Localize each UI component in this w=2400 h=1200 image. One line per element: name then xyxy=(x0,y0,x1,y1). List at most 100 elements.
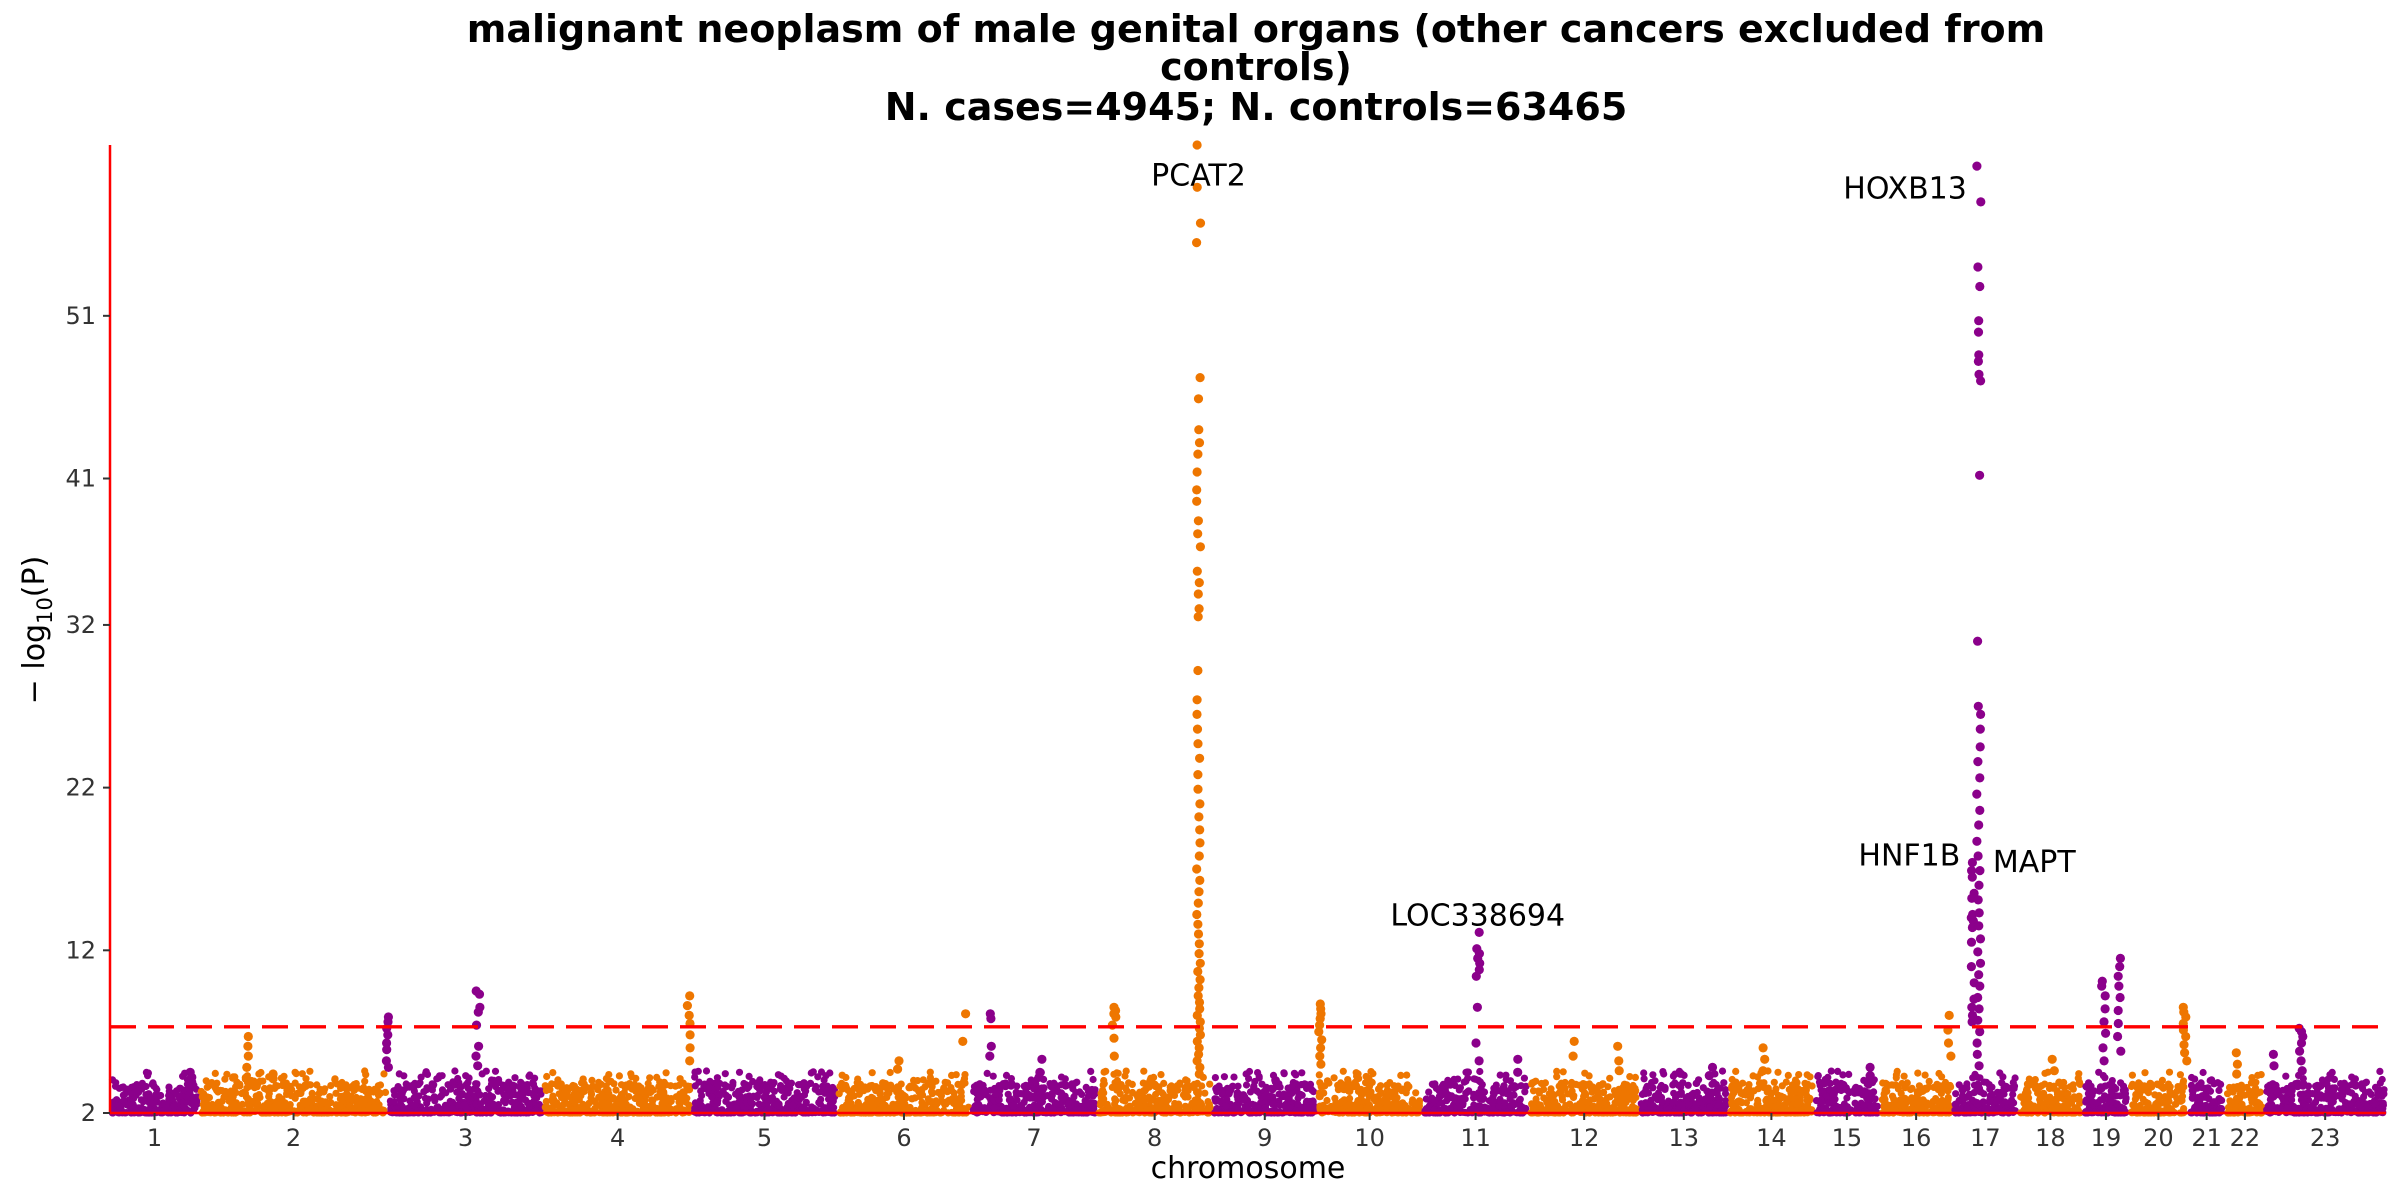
snp-point xyxy=(308,1089,316,1097)
snp-point xyxy=(879,1083,887,1091)
snp-point xyxy=(517,1078,525,1086)
snp-point xyxy=(1714,1101,1723,1109)
snp-point xyxy=(1253,1087,1261,1095)
snp-point xyxy=(1795,1071,1803,1079)
chromosome-4-points xyxy=(541,1069,694,1117)
snp-point xyxy=(1383,1081,1391,1089)
snp-point xyxy=(138,1085,146,1093)
snp-point xyxy=(191,1100,199,1109)
snp-point xyxy=(942,1100,950,1108)
snp-point xyxy=(756,1076,764,1084)
snp-point xyxy=(230,1102,238,1110)
snp-point xyxy=(677,1095,685,1103)
snp-point xyxy=(1303,1081,1311,1089)
snp-point xyxy=(1142,1095,1150,1103)
snp-point xyxy=(1048,1089,1056,1098)
snp-point xyxy=(1157,1071,1165,1079)
snp-point xyxy=(961,1071,969,1079)
snp-point xyxy=(748,1093,756,1101)
snp-point xyxy=(762,1084,770,1092)
snp-point xyxy=(302,1075,310,1083)
snp-point xyxy=(1315,1071,1323,1079)
snp-point xyxy=(1896,1096,1904,1104)
snp-point xyxy=(854,1075,862,1083)
snp-point xyxy=(381,1088,390,1096)
snp-point xyxy=(1064,1101,1072,1109)
snp-point xyxy=(856,1088,864,1096)
snp-point xyxy=(1577,1099,1585,1107)
snp-point xyxy=(1302,1104,1310,1112)
snp-point xyxy=(842,1073,850,1082)
snp-point xyxy=(546,1086,554,1094)
snp-point xyxy=(1596,1095,1604,1103)
snp-point xyxy=(605,1078,614,1086)
snp-point xyxy=(1754,1100,1762,1108)
snp-point xyxy=(971,1102,979,1110)
snp-point xyxy=(400,1105,408,1113)
snp-point xyxy=(1842,1086,1850,1094)
snp-point xyxy=(1631,1084,1639,1092)
snp-point xyxy=(1615,1099,1623,1107)
snp-point xyxy=(820,1106,828,1114)
snp-point xyxy=(459,1090,467,1098)
snp-point xyxy=(1220,1073,1228,1081)
snp-point xyxy=(149,1079,157,1087)
snp-point xyxy=(1455,1086,1463,1094)
snp-point xyxy=(722,1097,730,1105)
snp-point xyxy=(1774,1068,1782,1076)
snp-point xyxy=(1778,1093,1786,1101)
snp-point xyxy=(203,1094,211,1102)
snp-point xyxy=(1952,1100,1961,1108)
snp-point xyxy=(1476,1067,1484,1076)
snp-point xyxy=(1297,1090,1305,1099)
snp-point xyxy=(1974,1080,1982,1088)
snp-point xyxy=(542,1097,550,1106)
snp-point xyxy=(436,1072,444,1080)
snp-point xyxy=(226,1095,234,1103)
snp-point xyxy=(1825,1099,1833,1107)
snp-point xyxy=(1503,1090,1511,1098)
snp-point xyxy=(121,1090,129,1098)
snp-point xyxy=(1100,1068,1108,1076)
snp-point xyxy=(702,1067,711,1075)
snp-point xyxy=(1958,1084,1966,1092)
snp-point xyxy=(1502,1076,1510,1084)
snp-point xyxy=(1142,1085,1150,1093)
snp-point xyxy=(1345,1101,1353,1109)
snp-point xyxy=(1205,1100,1213,1108)
snp-point xyxy=(241,1089,249,1097)
snp-point xyxy=(1826,1079,1834,1088)
chromosome-11-points xyxy=(1421,1067,1530,1117)
snp-point xyxy=(1789,1086,1797,1094)
snp-point xyxy=(1591,1103,1599,1111)
snp-point xyxy=(1675,1090,1683,1099)
chart-title-line-3: N. cases=4945; N. controls=63465 xyxy=(885,85,1628,129)
snp-point xyxy=(1206,1080,1214,1088)
snp-point xyxy=(1159,1090,1167,1099)
snp-point xyxy=(1155,1083,1163,1091)
snp-point xyxy=(1280,1090,1288,1098)
snp-point xyxy=(1549,1090,1557,1098)
snp-point xyxy=(1222,1102,1230,1110)
snp-point xyxy=(830,1104,838,1112)
snp-point xyxy=(1739,1079,1747,1087)
snp-point xyxy=(1901,1083,1910,1091)
snp-point xyxy=(1599,1088,1607,1097)
snp-point xyxy=(820,1076,828,1084)
snp-point xyxy=(1459,1100,1467,1108)
snp-point xyxy=(662,1069,670,1077)
snp-point xyxy=(1963,1104,1971,1112)
snp-point xyxy=(1885,1081,1893,1090)
snp-point xyxy=(1271,1076,1279,1084)
snp-point xyxy=(311,1106,319,1114)
snp-point xyxy=(1401,1101,1409,1110)
snp-point xyxy=(736,1096,744,1104)
snp-point xyxy=(200,1103,208,1111)
snp-point xyxy=(1778,1082,1786,1090)
snp-point xyxy=(162,1104,170,1112)
snp-point xyxy=(430,1093,438,1101)
snp-point xyxy=(708,1093,716,1101)
snp-point xyxy=(1721,1090,1730,1098)
snp-point xyxy=(876,1090,884,1098)
snp-point xyxy=(1190,1099,1198,1107)
